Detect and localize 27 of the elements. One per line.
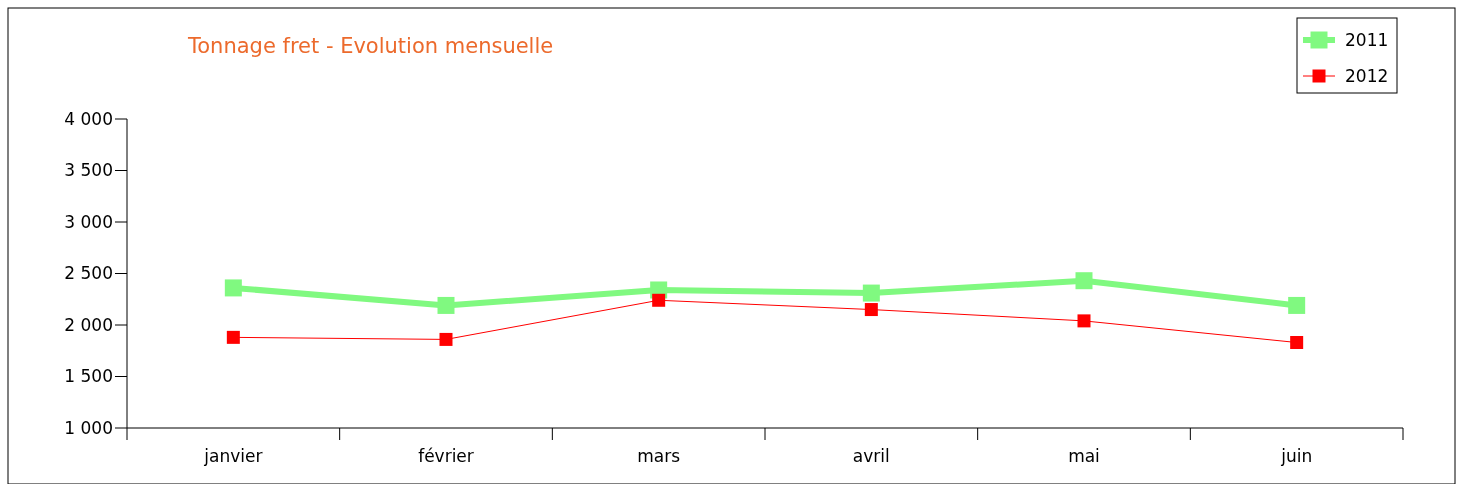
y-tick-label: 1 500 bbox=[64, 366, 113, 387]
point bbox=[1077, 314, 1091, 328]
point bbox=[864, 303, 878, 317]
point bbox=[224, 279, 242, 297]
x-tick-label: juin bbox=[1280, 446, 1313, 466]
y-tick-label: 3 500 bbox=[64, 160, 113, 181]
legend-label: 2012 bbox=[1345, 65, 1389, 86]
point bbox=[1075, 272, 1093, 290]
chart-title: Tonnage fret - Evolution mensuelle bbox=[187, 34, 554, 58]
x-tick-label: mai bbox=[1068, 446, 1100, 466]
point bbox=[226, 330, 240, 344]
point bbox=[1290, 336, 1304, 350]
y-tick-label: 2 500 bbox=[64, 263, 113, 284]
x-tick-label: avril bbox=[852, 446, 890, 466]
y-tick-label: 1 000 bbox=[64, 417, 113, 438]
point bbox=[862, 284, 880, 302]
legend-label: 2011 bbox=[1345, 29, 1389, 50]
point bbox=[1288, 296, 1306, 314]
x-tick-label: mars bbox=[637, 446, 681, 466]
x-tick-label: janvier bbox=[203, 446, 263, 466]
y-tick-label: 2 000 bbox=[64, 314, 113, 335]
y-tick-label: 4 000 bbox=[64, 108, 113, 129]
y-tick-label: 3 000 bbox=[64, 211, 113, 232]
point bbox=[439, 332, 453, 346]
x-tick-label: février bbox=[418, 446, 474, 466]
point bbox=[652, 293, 666, 307]
point bbox=[437, 296, 455, 314]
